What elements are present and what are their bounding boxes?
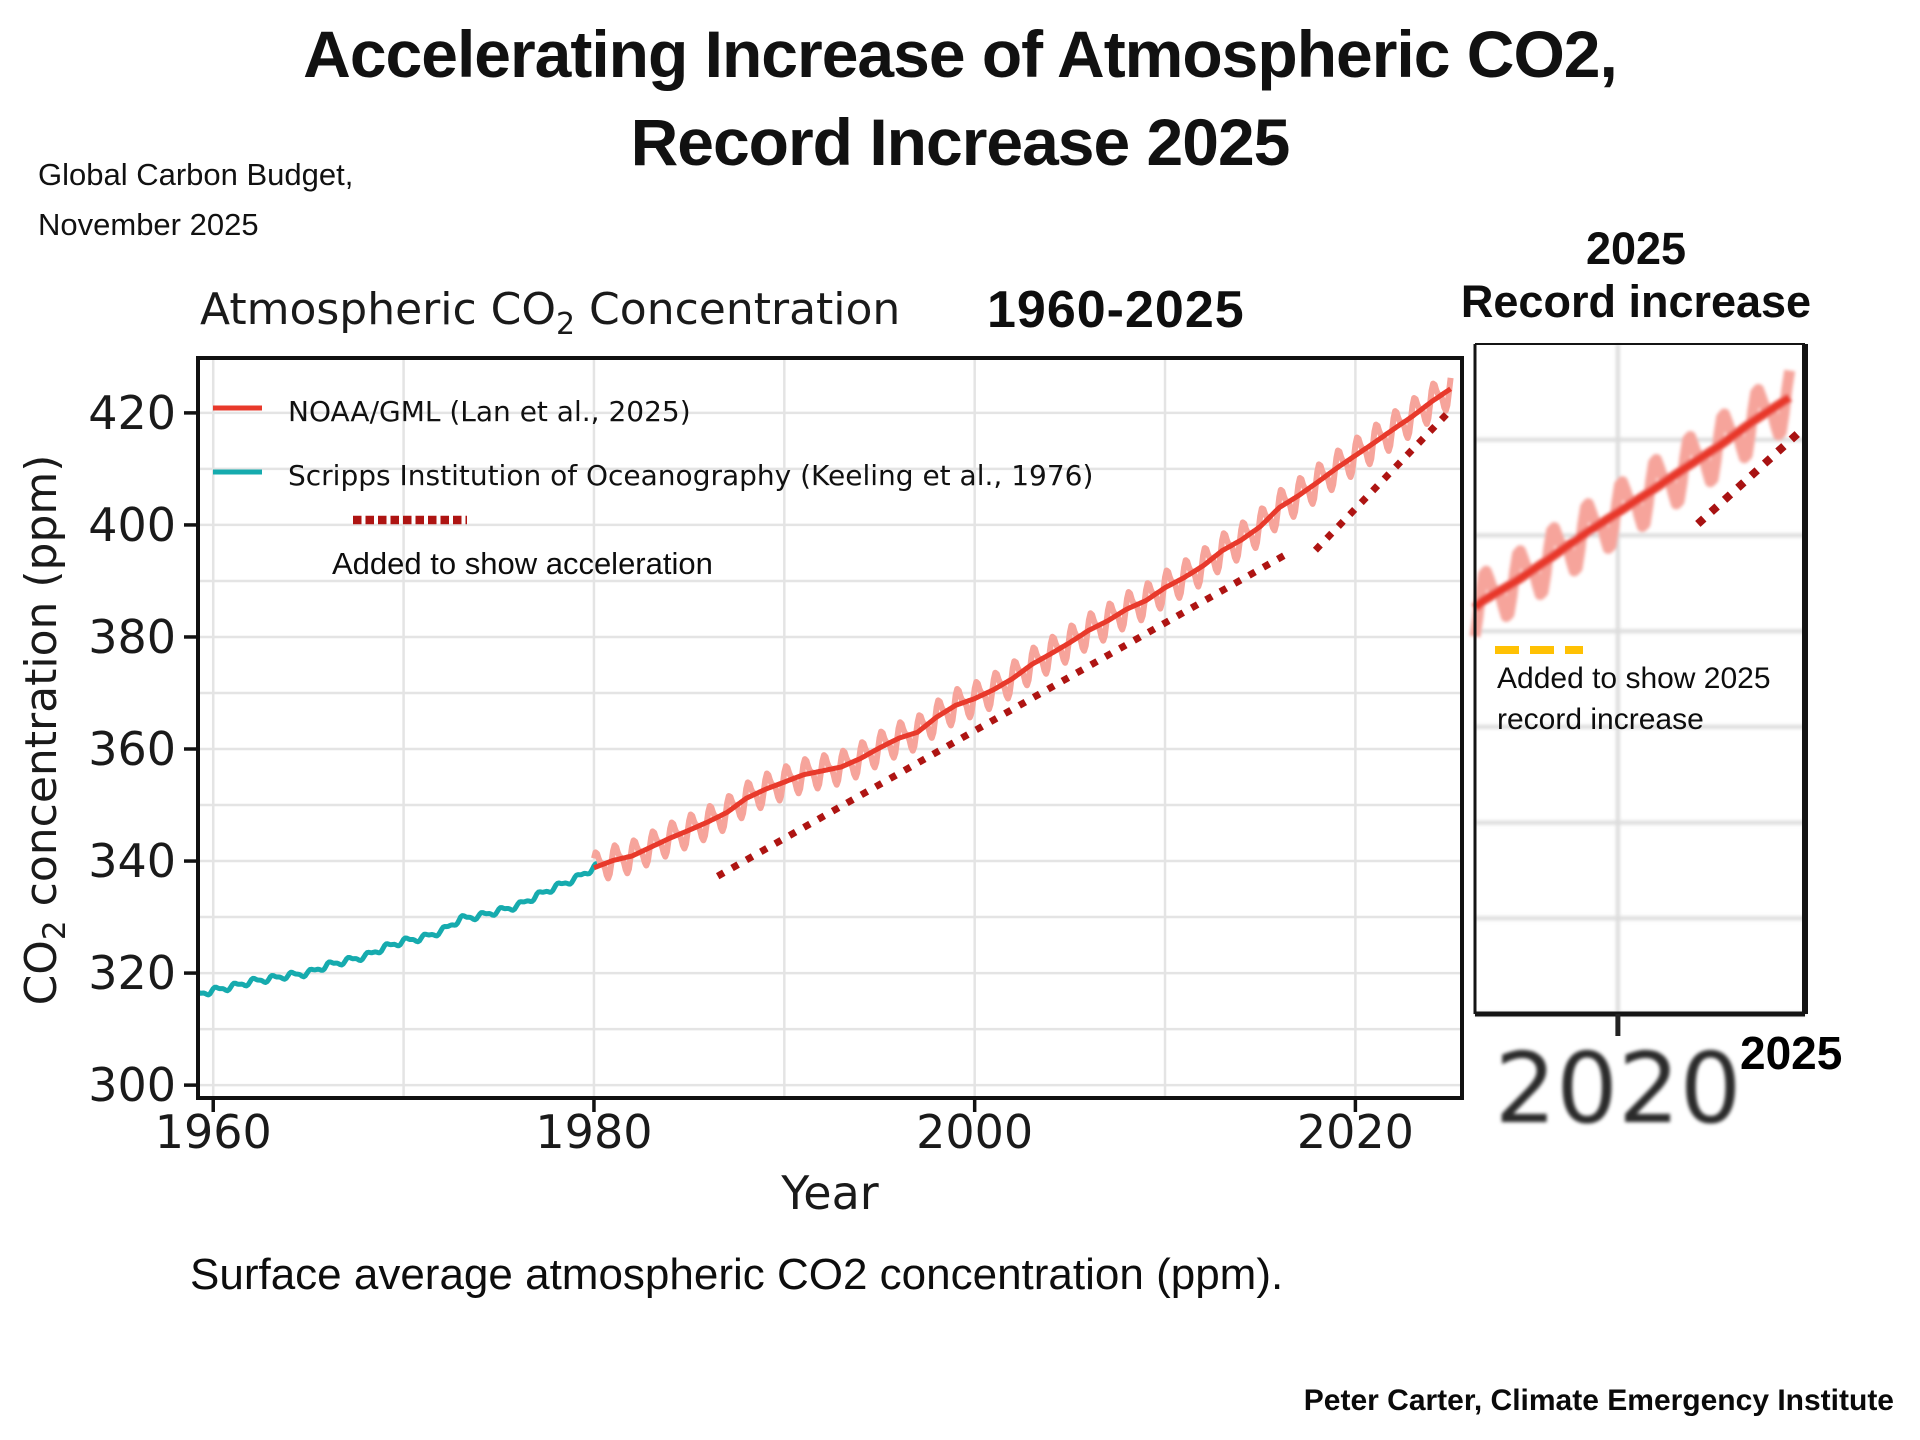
chart-caption: Surface average atmospheric CO2 concentr…	[190, 1250, 1284, 1299]
inset-noaa-trend-line	[1471, 393, 1793, 612]
inset-annotation-line2: record increase	[1497, 703, 1704, 736]
y-axis-label: CO2 concentration (ppm)	[16, 455, 73, 1006]
scripps-line	[198, 861, 598, 998]
slide-title-line1: Accelerating Increase of Atmospheric CO2…	[303, 17, 1618, 91]
source-note: Global Carbon Budget, November 2025	[38, 150, 353, 250]
x-axis-label: Year	[781, 1166, 879, 1220]
y-tick-label: 300	[88, 1058, 176, 1112]
main-chart-title-subscript: 2	[556, 306, 576, 342]
inset-record-dotted-line	[1695, 427, 1805, 527]
legend-label-noaa: NOAA/GML (Lan et al., 2025)	[288, 395, 691, 428]
inset-title-line2: Record increase	[1460, 276, 1812, 327]
main-chart-annotations	[213, 405, 1450, 880]
main-chart-title-suffix: Concentration	[575, 284, 901, 335]
y-tick-label: 420	[88, 386, 176, 440]
inset-annotation-label: Added to show 2025 record increase	[1497, 658, 1771, 740]
period-label: 1960-2025	[987, 281, 1245, 339]
inset-chart-annotations	[1495, 427, 1805, 654]
main-chart-ticks: 1960 1980 2000 2020 300 320 340 360 380 400 420	[88, 386, 1414, 1159]
y-tick-label: 340	[88, 834, 176, 888]
main-chart-gridlines	[198, 358, 1462, 1098]
inset-title-line1: 2025	[1585, 223, 1687, 274]
main-chart-title: Atmospheric CO2 Concentration	[200, 284, 900, 342]
x-tick-label: 2000	[916, 1105, 1033, 1159]
inset-chart-frame	[1473, 343, 1808, 1036]
x-tick-label: 2020	[1297, 1105, 1414, 1159]
legend-label-scripps: Scripps Institution of Oceanography (Kee…	[288, 459, 1094, 492]
slide-title-line2: Record Increase 2025	[630, 105, 1291, 179]
y-tick-label: 360	[88, 722, 176, 776]
y-tick-label: 380	[88, 610, 176, 664]
main-chart-frame	[196, 356, 1464, 1100]
inset-chart-plot	[1469, 344, 1805, 1016]
acceleration-annotation-label: Added to show acceleration	[332, 546, 713, 581]
source-note-line2: November 2025	[38, 207, 259, 242]
y-tick-label: 320	[88, 946, 176, 1000]
attribution: Peter Carter, Climate Emergency Institut…	[1303, 1384, 1894, 1417]
acceleration-dotted-line	[715, 548, 1293, 880]
source-note-line1: Global Carbon Budget,	[38, 157, 354, 192]
inset-title: 2025 Record increase	[1440, 222, 1832, 328]
slide-title: Accelerating Increase of Atmospheric CO2…	[0, 10, 1920, 186]
noaa-trend-line	[593, 386, 1453, 871]
x-tick-label: 1960	[155, 1105, 272, 1159]
inset-annotation-line1: Added to show 2025	[1497, 662, 1771, 695]
x-tick-label: 1980	[535, 1105, 652, 1159]
main-chart-curves	[198, 377, 1454, 998]
inset-x-tick-label: 2020	[1494, 1032, 1742, 1145]
y-tick-label: 400	[88, 498, 176, 552]
noaa-seasonal-line	[591, 377, 1454, 882]
main-chart-title-text: Atmospheric CO	[200, 284, 557, 335]
inset-end-year-label: 2025	[1740, 1027, 1843, 1079]
